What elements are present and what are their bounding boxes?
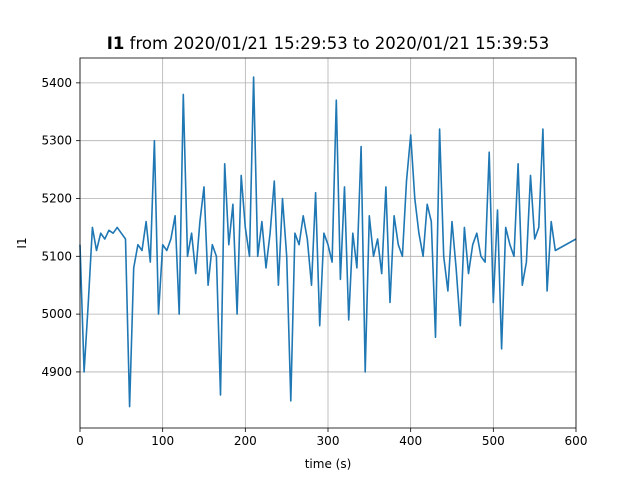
y-tick-label: 5100 (41, 249, 72, 263)
chart-title-rest: from 2020/01/21 15:29:53 to 2020/01/21 1… (124, 34, 550, 53)
x-tick-label: 100 (151, 434, 174, 448)
y-tick-label: 5200 (41, 191, 72, 205)
x-tick-label: 400 (399, 434, 422, 448)
x-tick-label: 0 (76, 434, 84, 448)
y-tick-label: 5000 (41, 307, 72, 321)
x-tick-label: 500 (482, 434, 505, 448)
x-tick-label: 600 (565, 434, 588, 448)
y-tick-label: 4900 (41, 365, 72, 379)
x-tick-label: 300 (317, 434, 340, 448)
x-axis-label: time (s) (305, 457, 352, 471)
series-line (79, 76, 577, 408)
y-tick-label: 5300 (41, 134, 72, 148)
chart-title-bold: I1 (106, 34, 125, 53)
x-tick-label: 200 (234, 434, 257, 448)
y-axis-label: I1 (15, 237, 29, 248)
chart-title: I1 from 2020/01/21 15:29:53 to 2020/01/2… (80, 34, 576, 53)
y-tick-label: 5400 (41, 76, 72, 90)
